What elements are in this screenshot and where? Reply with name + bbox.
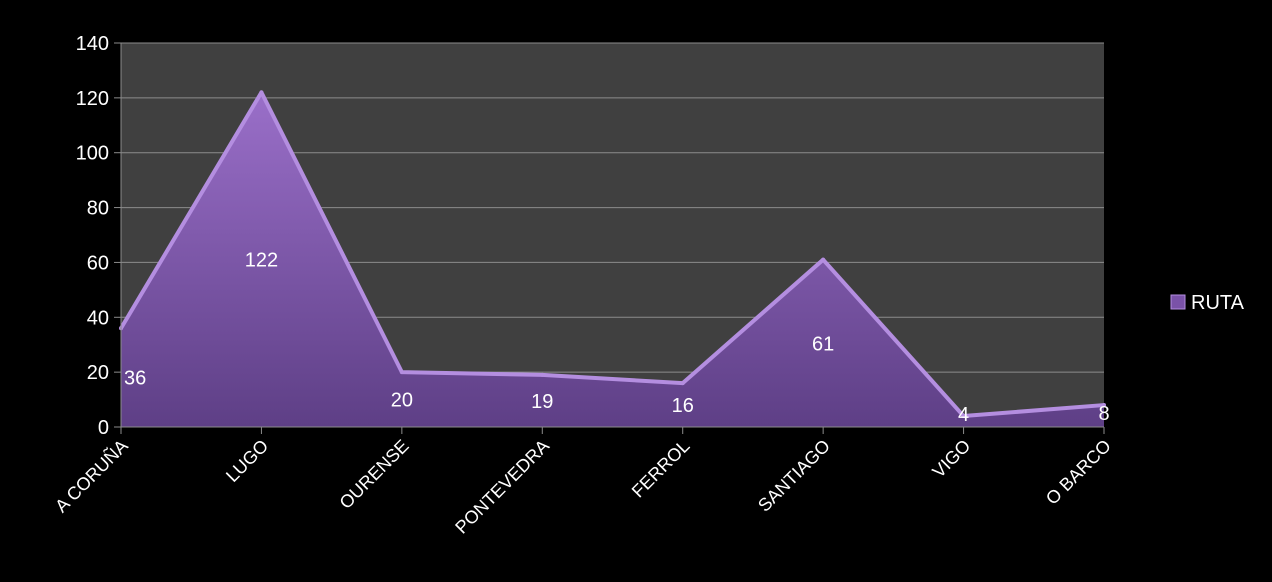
series-ruta bbox=[119, 90, 1106, 427]
legend-swatch bbox=[1170, 294, 1186, 310]
data-point bbox=[821, 257, 826, 262]
data-label: 122 bbox=[245, 250, 278, 272]
x-tick-label: OURENSE bbox=[336, 436, 413, 513]
data-label: 8 bbox=[1098, 403, 1109, 425]
data-label: 19 bbox=[531, 391, 553, 413]
x-axis: A CORUÑA LUGO OURENSE PONTEVEDRA FERROL SANTI… bbox=[50, 426, 1115, 538]
legend-label: RUTA bbox=[1191, 292, 1245, 314]
legend: RUTA bbox=[1170, 292, 1245, 314]
y-tick-label: 40 bbox=[87, 307, 109, 329]
y-tick-label: 120 bbox=[76, 88, 109, 110]
series-area bbox=[121, 92, 1104, 427]
x-tick-label: SANTIAGO bbox=[754, 436, 834, 516]
y-tick-label: 0 bbox=[98, 417, 109, 439]
data-point bbox=[540, 372, 545, 377]
data-label: 61 bbox=[812, 333, 834, 355]
x-tick-label: A CORUÑA bbox=[50, 435, 131, 516]
data-label: 16 bbox=[672, 395, 694, 417]
y-tick-label: 140 bbox=[76, 33, 109, 55]
data-label: 20 bbox=[391, 390, 413, 412]
data-point bbox=[399, 370, 404, 375]
y-tick-label: 100 bbox=[76, 143, 109, 165]
data-point bbox=[680, 381, 685, 386]
data-point bbox=[961, 414, 966, 419]
x-tick-label: FERROL bbox=[628, 436, 694, 502]
y-tick-label: 20 bbox=[87, 362, 109, 384]
x-tick-label: O BARCO bbox=[1042, 436, 1115, 509]
x-tick-label: LUGO bbox=[222, 436, 272, 486]
data-labels: 36 122 20 19 16 61 4 8 bbox=[124, 250, 1110, 426]
data-point bbox=[1102, 403, 1106, 408]
data-label: 36 bbox=[124, 368, 146, 390]
y-axis: 0 20 40 60 80 100 120 140 bbox=[76, 33, 122, 439]
data-label: 4 bbox=[958, 404, 969, 426]
x-tick-label: PONTEVEDRA bbox=[451, 436, 553, 538]
series-edge bbox=[119, 90, 1105, 419]
data-point bbox=[259, 90, 264, 95]
y-tick-label: 60 bbox=[87, 252, 109, 274]
y-tick-label: 80 bbox=[87, 198, 109, 220]
x-tick-label: VIGO bbox=[928, 436, 974, 482]
